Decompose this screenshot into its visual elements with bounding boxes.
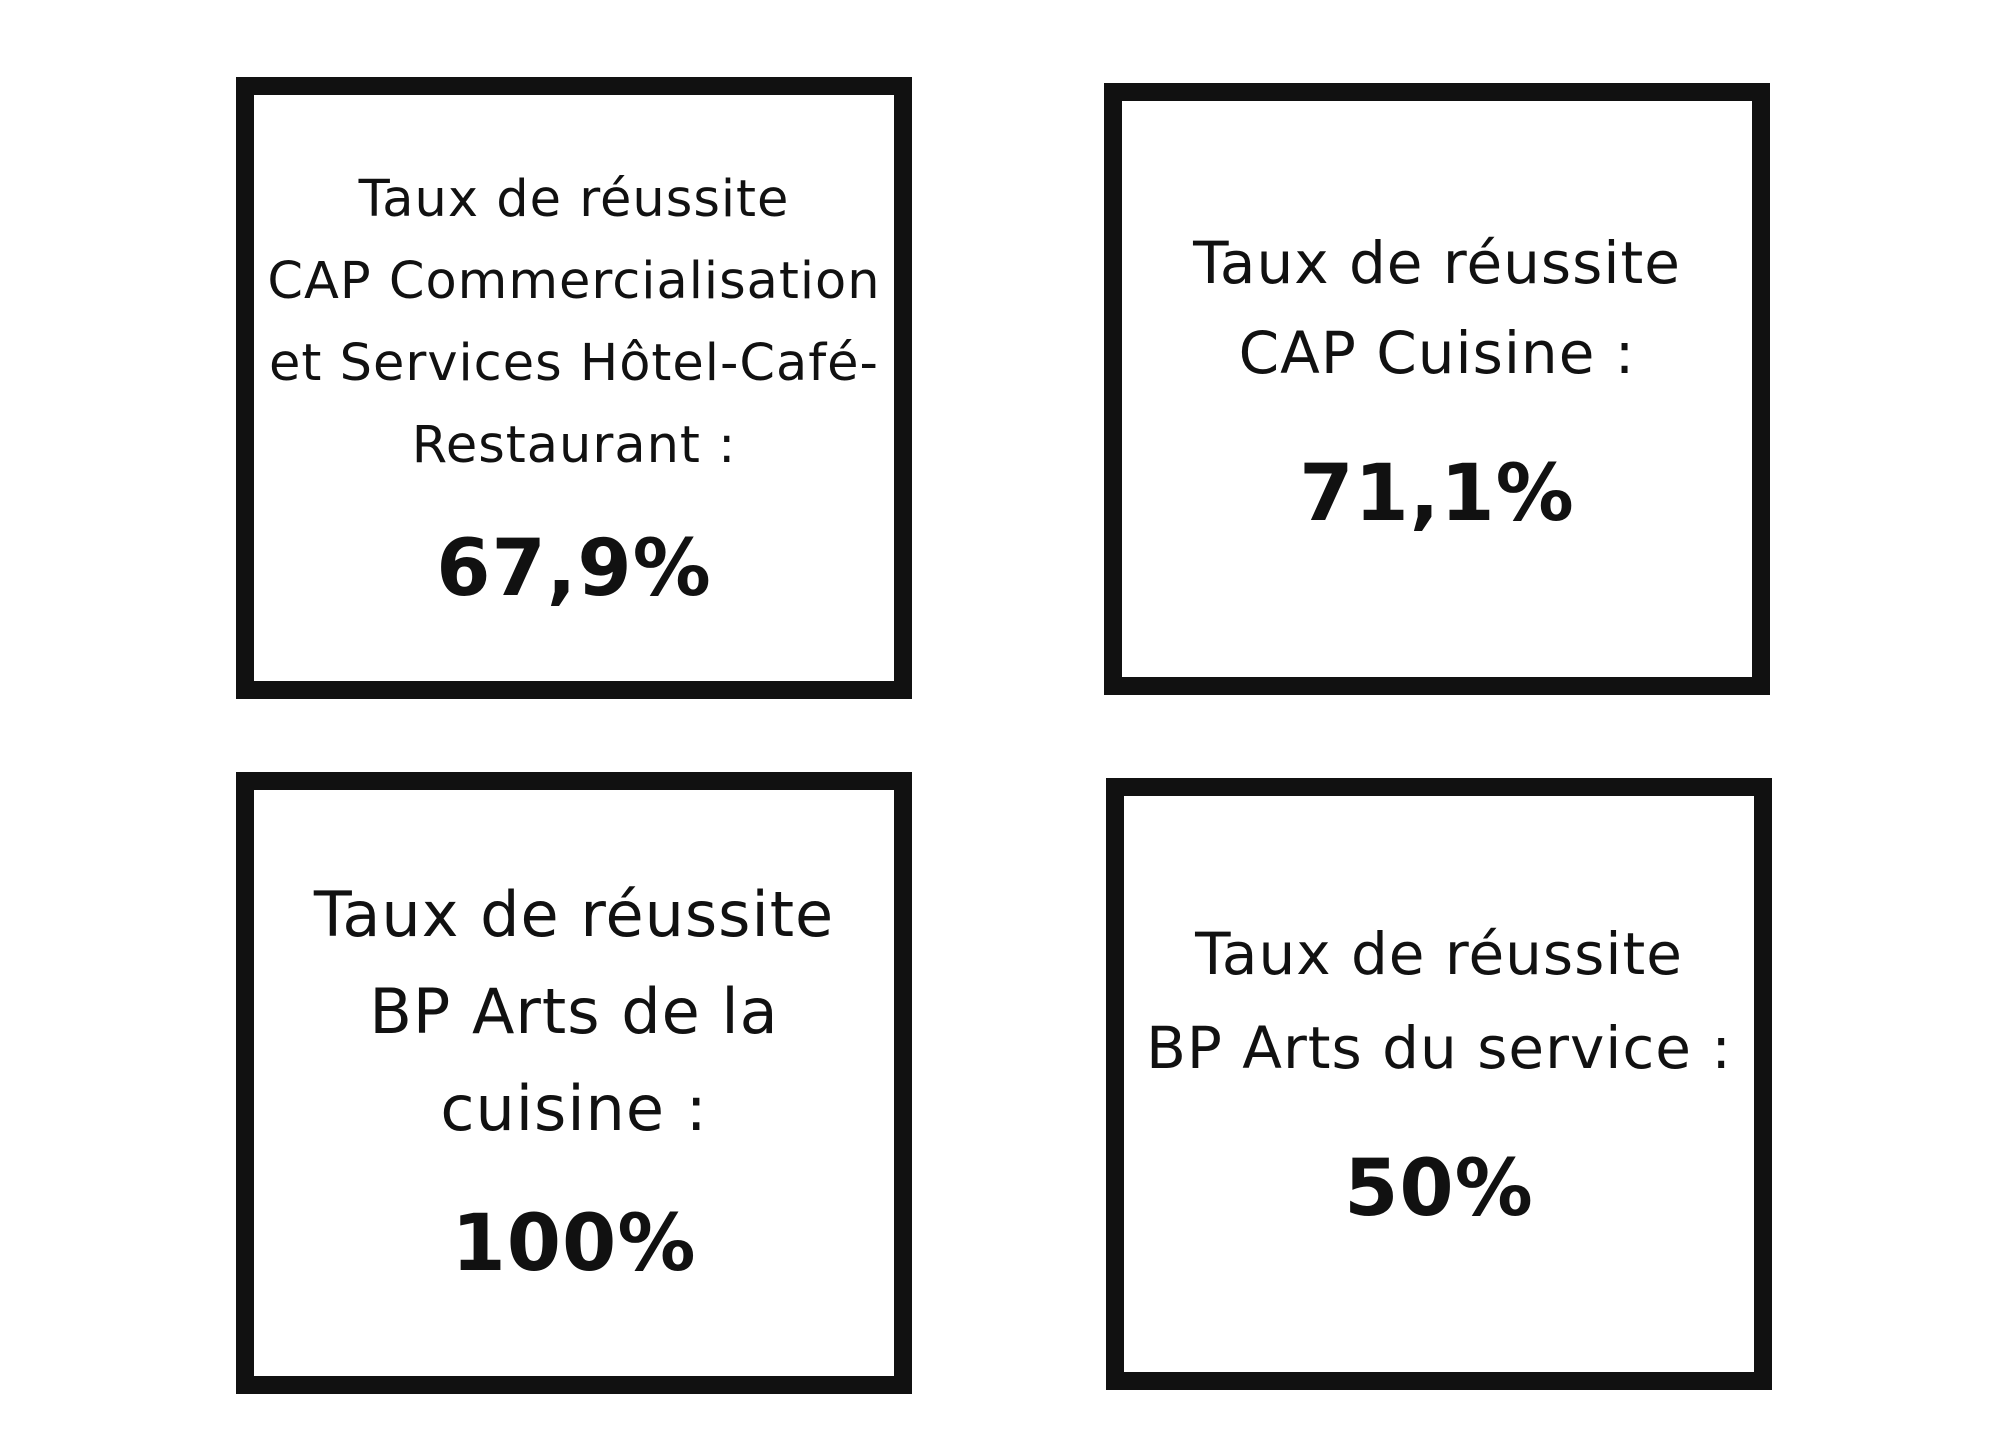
card-value: 67,9%: [436, 524, 712, 614]
card-label: Taux de réussite BP Arts de la cuisine :: [313, 878, 835, 1145]
success-rate-card-bp-cuisine: Taux de réussite BP Arts de la cuisine :…: [236, 772, 912, 1394]
card-label: Taux de réussite BP Arts du service :: [1146, 920, 1732, 1082]
card-value: 71,1%: [1299, 449, 1575, 539]
success-rate-card-cap-cuisine: Taux de réussite CAP Cuisine : 71,1%: [1104, 83, 1770, 695]
success-rate-card-cap-hcr: Taux de réussite CAP Commercialisation e…: [236, 77, 912, 699]
card-value: 100%: [451, 1199, 697, 1289]
card-value: 50%: [1344, 1144, 1534, 1234]
card-label: Taux de réussite CAP Cuisine :: [1193, 229, 1681, 387]
success-rate-card-bp-service: Taux de réussite BP Arts du service : 50…: [1106, 778, 1772, 1390]
card-label: Taux de réussite CAP Commercialisation e…: [267, 170, 881, 475]
